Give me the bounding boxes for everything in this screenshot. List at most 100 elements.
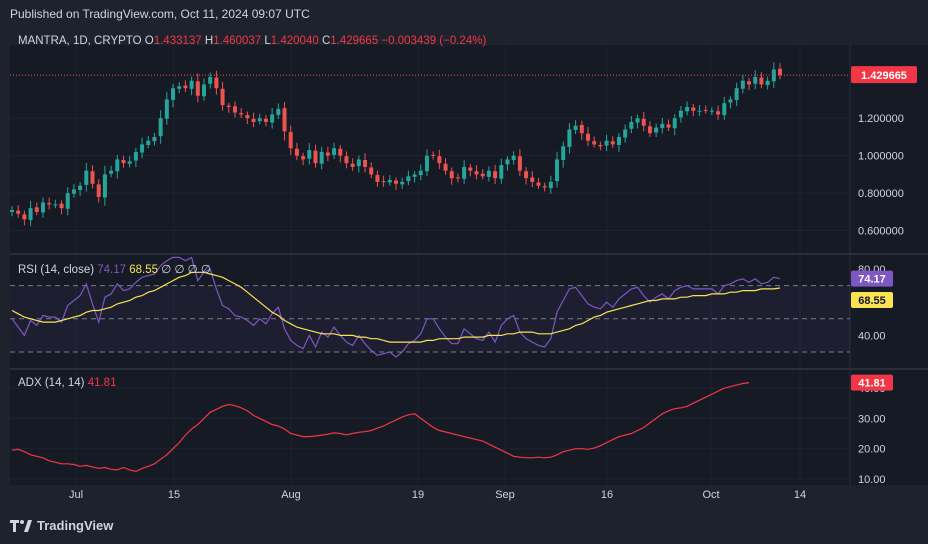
candle-body [282, 108, 287, 132]
candle-body [592, 141, 597, 145]
candle-body [226, 105, 231, 107]
candle-body [610, 141, 615, 145]
candle-body [195, 81, 200, 96]
candle [226, 102, 231, 113]
last-price-badge [851, 66, 917, 84]
candle-body [635, 118, 640, 123]
published-text: Published on TradingView.com, Oct 11, 20… [10, 7, 310, 21]
open-key: O [144, 35, 154, 47]
candle-body [660, 123, 665, 129]
adx-value-label: 41.81 [858, 378, 886, 390]
candle-body [709, 110, 714, 112]
candle [115, 155, 120, 179]
candle [455, 173, 460, 183]
candle [140, 137, 145, 159]
candle [592, 136, 597, 148]
candle [90, 165, 95, 189]
candle [152, 132, 157, 146]
candle-body [647, 126, 652, 134]
candle-body [555, 159, 560, 182]
candle [740, 74, 745, 94]
candle [325, 146, 330, 162]
rsi-name: RSI (14, close) [18, 264, 95, 276]
candle [666, 119, 671, 132]
x-tick-label: Sep [495, 489, 515, 501]
candle [53, 199, 58, 209]
candle-body [96, 184, 101, 197]
candle-body [78, 185, 83, 190]
candle-body [220, 88, 225, 106]
high-key: H [204, 35, 214, 47]
candle [586, 127, 590, 147]
tradingview-logo-icon [10, 519, 32, 532]
candle [579, 120, 584, 140]
candle [672, 114, 677, 136]
adx-value-badge [851, 374, 893, 391]
symbol-label: MANTRA, 1D, CRYPTO [18, 35, 142, 47]
candle-body [505, 159, 510, 165]
candle [84, 162, 89, 192]
candle-body [623, 129, 628, 138]
main-legend: MANTRA, 1D, CRYPTO O1.433137 H1.460037 L… [18, 35, 486, 47]
candle-body [406, 176, 411, 182]
candle-body [288, 131, 293, 149]
candle [307, 143, 312, 165]
candle-body [524, 171, 529, 179]
candle-body [740, 80, 745, 89]
candle-body [561, 146, 566, 160]
candle [59, 200, 64, 215]
candle-body [697, 110, 702, 112]
candle [610, 136, 615, 148]
candle [573, 120, 578, 135]
x-tick-label: 19 [412, 489, 424, 501]
candle-body [47, 203, 52, 205]
candle [431, 151, 436, 160]
candle [548, 175, 553, 194]
candle-body [424, 155, 429, 172]
candle-body [604, 140, 609, 146]
x-tick-label: 15 [168, 489, 180, 501]
candle-body [431, 154, 436, 156]
footer: TradingView [10, 518, 113, 533]
candle-body [375, 174, 380, 182]
candle [232, 101, 237, 118]
candle-body [276, 108, 281, 116]
candle-body [40, 202, 45, 213]
candle [375, 170, 380, 187]
x-tick-label: Jul [69, 489, 83, 501]
candle [109, 165, 114, 178]
candle [313, 144, 318, 168]
candle-body [239, 113, 244, 115]
candle [28, 200, 33, 227]
candle-body [486, 170, 491, 177]
candle-body [369, 167, 374, 175]
candle-body [202, 84, 206, 97]
candle-body [579, 124, 584, 134]
candle [635, 114, 640, 129]
candle [208, 72, 213, 89]
candle-body [759, 77, 764, 85]
close-value: 1.429665 [330, 35, 379, 47]
low-key: L [264, 35, 271, 47]
candle [759, 72, 764, 89]
candle [685, 101, 690, 116]
candle [424, 149, 429, 177]
candle-body [16, 210, 21, 214]
candle-body [685, 106, 690, 112]
candle-body [691, 107, 696, 111]
candle-body [34, 207, 39, 212]
candle-body [332, 148, 337, 155]
candle [400, 177, 405, 189]
candle [728, 96, 733, 109]
candle [747, 77, 752, 91]
adx-line [11, 382, 750, 473]
candle [722, 96, 727, 120]
candle [474, 165, 479, 180]
candle [530, 171, 535, 188]
candle-body [232, 106, 237, 113]
candle [270, 108, 275, 129]
candle [319, 146, 324, 170]
candle [344, 151, 349, 169]
candle [189, 76, 194, 96]
